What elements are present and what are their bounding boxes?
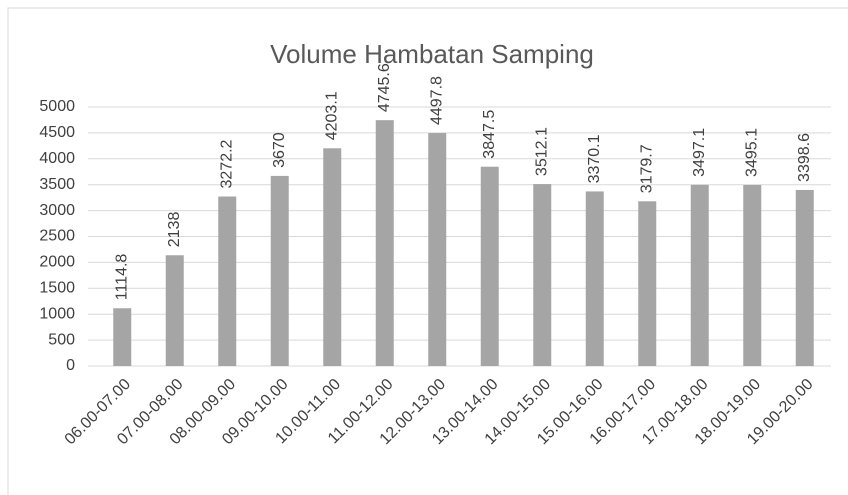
value-label: 3398.6 — [796, 133, 813, 182]
value-label: 3495.1 — [743, 128, 760, 177]
y-tick-label: 4500 — [39, 124, 75, 141]
y-tick-label: 1000 — [39, 305, 75, 322]
y-tick-label: 4000 — [39, 150, 75, 167]
value-label: 3497.1 — [691, 128, 708, 177]
value-label: 1114.8 — [113, 254, 130, 301]
y-tick-label: 3000 — [39, 202, 75, 219]
y-tick-label: 2500 — [39, 228, 75, 245]
bar — [428, 133, 447, 366]
value-label: 2138 — [166, 212, 183, 248]
bar — [323, 148, 342, 366]
value-label: 3670 — [271, 132, 288, 168]
bar — [638, 201, 657, 366]
bar — [218, 196, 237, 366]
y-tick-label: 1500 — [39, 280, 75, 297]
value-label: 3370.1 — [586, 134, 603, 183]
y-tick-label: 3500 — [39, 176, 75, 193]
bar — [480, 166, 499, 366]
bar — [533, 184, 552, 366]
bar — [585, 191, 604, 366]
value-label: 4203.1 — [323, 91, 340, 140]
value-label: 3512.1 — [533, 127, 550, 176]
bar — [375, 120, 394, 366]
y-tick-label: 500 — [48, 331, 75, 348]
y-tick-label: 0 — [66, 357, 75, 374]
bar — [795, 189, 814, 366]
y-tick-label: 5000 — [39, 98, 75, 115]
chart-title: Volume Hambatan Samping — [270, 39, 594, 69]
bar — [165, 255, 184, 366]
value-label: 4497.8 — [428, 76, 445, 125]
bar — [270, 175, 289, 366]
bar — [690, 184, 709, 366]
y-tick-label: 2000 — [39, 254, 75, 271]
value-label: 4745.6 — [376, 63, 393, 112]
value-label: 3272.2 — [218, 139, 235, 188]
value-label: 3179.7 — [638, 144, 655, 193]
bar — [113, 308, 132, 366]
value-label: 3847.5 — [481, 110, 498, 159]
bar — [743, 184, 762, 366]
